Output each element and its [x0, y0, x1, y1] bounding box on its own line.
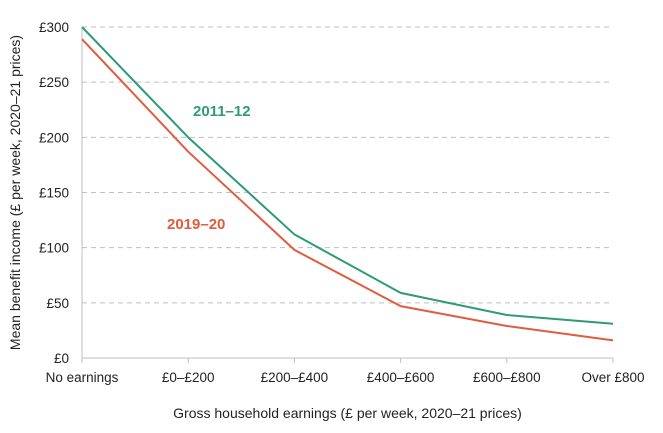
y-tick-label: £0	[54, 351, 69, 366]
series-label-2019-20: 2019–20	[167, 216, 225, 233]
x-tick-label: £600–£800	[473, 370, 541, 385]
y-axis-tick-labels: £0 £50 £100 £150 £200 £250 £300	[39, 20, 69, 366]
x-axis-tick-labels: No earnings £0–£200 £200–£400 £400–£600 £600…	[46, 370, 645, 385]
x-tick-label: £0–£200	[162, 370, 215, 385]
x-tick-label: No earnings	[46, 370, 119, 385]
y-tick-label: £250	[39, 75, 69, 90]
y-tick-label: £300	[39, 20, 69, 35]
y-tick-label: £200	[39, 130, 69, 145]
y-tick-label: £100	[39, 241, 69, 256]
y-axis-title: Mean benefit income (£ per week, 2020–21…	[7, 35, 23, 350]
x-tick-label: £400–£600	[367, 370, 435, 385]
y-tick-label: £150	[39, 186, 69, 201]
x-axis-title: Gross household earnings (£ per week, 20…	[173, 405, 522, 421]
x-tick-label: Over £800	[581, 370, 644, 385]
series-label-2011-12: 2011–12	[193, 103, 251, 120]
y-tick-label: £50	[46, 296, 69, 311]
series-line-2019-20	[81, 38, 614, 342]
x-tick-label: £200–£400	[261, 370, 329, 385]
series-line-2011-12	[81, 26, 614, 325]
series-lines	[81, 26, 614, 342]
gridlines	[81, 26, 614, 363]
